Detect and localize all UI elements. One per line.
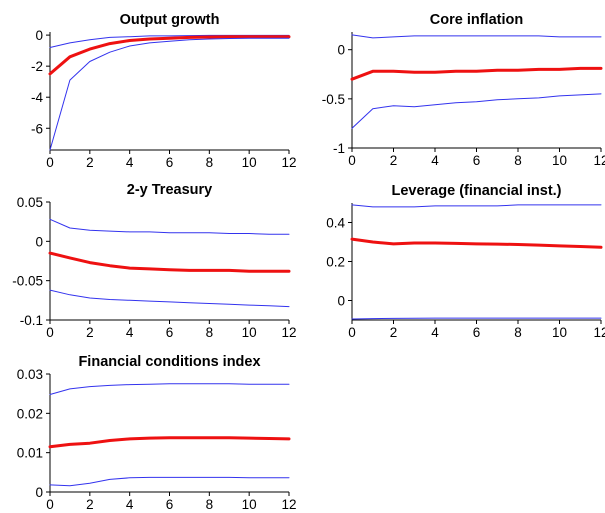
- leverage-x-tick-label: 6: [473, 325, 481, 340]
- leverage-panel: Leverage (financial inst.) 0 2 4 6 8 10 12 0.4 0.…: [326, 183, 605, 340]
- leverage-x-tick-label: 12: [593, 325, 605, 340]
- core-inflation-lower-line: [351, 93, 602, 129]
- core-inflation-x-tick-label: 0: [348, 153, 356, 168]
- output-growth-panel: Output growth 0 2 4 6 8 10 12 0 -2 -4 -6: [31, 12, 297, 170]
- leverage-upper-line: [351, 204, 602, 208]
- leverage-median-line: [350, 237, 603, 249]
- output-growth-x-tick-label: 2: [86, 155, 94, 170]
- financial-conditions-x-tick-label: 10: [242, 497, 257, 512]
- core-inflation-y-tick-label: -1: [333, 141, 345, 156]
- treasury-2y-y-tick-label: 0: [35, 234, 43, 249]
- treasury-2y-y-tick-label: -0.1: [20, 313, 43, 328]
- output-growth-y-tick-label: -2: [31, 59, 43, 74]
- financial-conditions-upper-line: [49, 383, 290, 395]
- treasury-2y-median-line: [48, 251, 291, 273]
- treasury-2y-x-tick-label: 12: [281, 325, 296, 340]
- leverage-lower-line: [351, 317, 602, 320]
- core-inflation-x-tick-label: 8: [514, 153, 522, 168]
- treasury-2y-x-tick-label: 4: [126, 325, 134, 340]
- output-growth-x-tick-label: 12: [281, 155, 296, 170]
- output-growth-lower-line: [49, 37, 290, 151]
- treasury-2y-x-tick-label: 2: [86, 325, 94, 340]
- financial-conditions-panel: Financial conditions index 0 2 4 6 8 10 12 0.03 0…: [17, 354, 297, 512]
- financial-conditions-y-tick-label: 0.01: [17, 446, 43, 461]
- core-inflation-x-tick-label: 10: [552, 153, 567, 168]
- output-growth-x-tick-label: 6: [166, 155, 174, 170]
- core-inflation-title: Core inflation: [430, 12, 523, 28]
- core-inflation-median-line: [350, 66, 603, 81]
- leverage-x-tick-label: 10: [552, 325, 567, 340]
- core-inflation-panel: Core inflation 0 2 4 6 8 10 12 0 -0.5 -1: [322, 12, 605, 168]
- financial-conditions-title: Financial conditions index: [78, 354, 260, 370]
- treasury-2y-x-tick-label: 0: [46, 325, 54, 340]
- core-inflation-x-tick-label: 2: [390, 153, 398, 168]
- output-growth-median-line: [48, 35, 291, 76]
- financial-conditions-lower-line: [49, 476, 290, 487]
- treasury-2y-y-tick-label: 0.05: [17, 195, 43, 210]
- leverage-x-tick-label: 4: [431, 325, 439, 340]
- treasury-2y-y-tick-label: -0.05: [12, 274, 43, 289]
- treasury-2y-x-tick-label: 6: [166, 325, 174, 340]
- core-inflation-x-tick-label: 12: [593, 153, 605, 168]
- leverage-x-tick-label: 8: [514, 325, 522, 340]
- leverage-x-tick-label: 2: [390, 325, 398, 340]
- leverage-title: Leverage (financial inst.): [391, 183, 561, 199]
- financial-conditions-x-tick-label: 12: [281, 497, 296, 512]
- leverage-y-tick-label: 0: [337, 294, 345, 309]
- output-growth-title: Output growth: [120, 12, 220, 28]
- core-inflation-x-tick-label: 4: [431, 153, 439, 168]
- output-growth-x-tick-label: 8: [206, 155, 214, 170]
- treasury-2y-x-tick-label: 8: [206, 325, 214, 340]
- output-growth-y-tick-label: 0: [35, 28, 43, 43]
- leverage-y-tick-label: 0.4: [326, 216, 345, 231]
- output-growth-y-tick-label: -4: [31, 90, 43, 105]
- core-inflation-y-tick-label: -0.5: [322, 92, 345, 107]
- treasury-2y-panel: 2-y Treasury 0 2 4 6 8 10 12 0.05 0 -0.05 -0.1: [12, 182, 296, 340]
- financial-conditions-x-tick-label: 6: [166, 497, 174, 512]
- financial-conditions-y-tick-label: 0.03: [17, 367, 43, 382]
- financial-conditions-median-line: [48, 436, 291, 449]
- financial-conditions-y-tick-label: 0: [35, 485, 43, 500]
- financial-conditions-x-tick-label: 2: [86, 497, 94, 512]
- financial-conditions-x-tick-label: 0: [46, 497, 54, 512]
- financial-conditions-x-tick-label: 8: [206, 497, 214, 512]
- core-inflation-y-tick-label: 0: [337, 43, 345, 58]
- financial-conditions-y-tick-label: 0.02: [17, 406, 43, 421]
- core-inflation-x-tick-label: 6: [473, 153, 481, 168]
- output-growth-y-tick-label: -6: [31, 121, 43, 136]
- financial-conditions-x-tick-label: 4: [126, 497, 134, 512]
- core-inflation-upper-line: [351, 34, 602, 39]
- leverage-y-tick-label: 0.2: [326, 255, 345, 270]
- treasury-2y-x-tick-label: 10: [242, 325, 257, 340]
- treasury-2y-lower-line: [49, 289, 290, 308]
- leverage-x-tick-label: 0: [348, 325, 356, 340]
- output-growth-x-tick-label: 10: [242, 155, 257, 170]
- output-growth-x-tick-label: 0: [46, 155, 54, 170]
- treasury-2y-title: 2-y Treasury: [127, 182, 212, 198]
- treasury-2y-upper-line: [49, 218, 290, 235]
- output-growth-x-tick-label: 4: [126, 155, 134, 170]
